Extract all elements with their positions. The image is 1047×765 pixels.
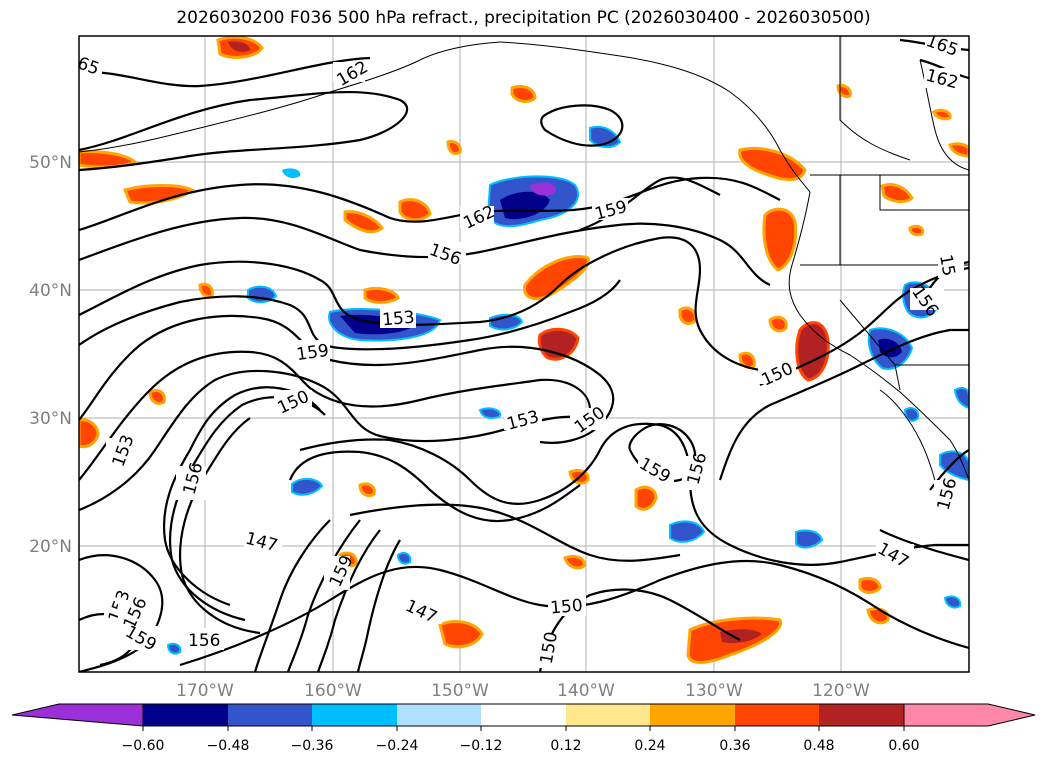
contour-label: 153 [381,308,415,331]
colorbar-segment [819,704,904,726]
colorbar-segment [650,704,735,726]
lat-label: 20°N [29,537,72,557]
map-title: 2026030200 F036 500 hPa refract., precip… [176,8,871,28]
lat-label: 40°N [29,281,72,301]
lon-label: 150°W [431,681,489,701]
colorbar-tick-label: −0.60 [122,738,165,754]
colorbar-tick-label: −0.12 [460,738,503,754]
colorbar-segment [566,704,650,726]
colorbar-tick-label: 0.36 [719,738,750,754]
lon-label: 170°W [176,681,234,701]
plot-frame [78,35,970,673]
colorbar-tick-label: −0.24 [376,738,419,754]
lon-label: 140°W [557,681,615,701]
colorbar-segment [397,704,481,726]
longitude-labels: 170°W 160°W 150°W 140°W 130°W 120°W [176,681,870,701]
lon-label: 130°W [685,681,743,701]
lat-label: 30°N [29,409,72,429]
colorbar-tick-label: 0.12 [550,738,581,754]
lat-label: 50°N [29,153,72,173]
contour-label: 156 [188,631,220,651]
colorbar-tick-label: 0.48 [803,738,834,754]
lon-label: 120°W [812,681,870,701]
contour-label: 159 [295,341,330,365]
colorbar-tick-label: −0.48 [207,738,250,754]
colorbar-segment [228,704,312,726]
contour-label: 15 [935,253,958,278]
colorbar: −0.60 −0.48 −0.36 −0.24 −0.12 0.12 0.24 … [11,703,1036,754]
contour-label: 65 [75,53,102,79]
colorbar-extend-max [903,703,1036,727]
latitude-labels: 50°N 40°N 30°N 20°N [29,153,72,557]
colorbar-segment [481,704,566,726]
colorbar-tick-label: 0.60 [888,738,919,754]
colorbar-tick-label: −0.36 [291,738,334,754]
lon-label: 160°W [304,681,362,701]
contour-label: 150 [549,596,583,619]
colorbar-segment [312,704,397,726]
precipitation-blobs [79,36,969,664]
colorbar-segment [143,704,228,726]
colorbar-segment [735,704,819,726]
colorbar-tick-label: 0.24 [634,738,665,754]
colorbar-extend-min [11,703,144,727]
